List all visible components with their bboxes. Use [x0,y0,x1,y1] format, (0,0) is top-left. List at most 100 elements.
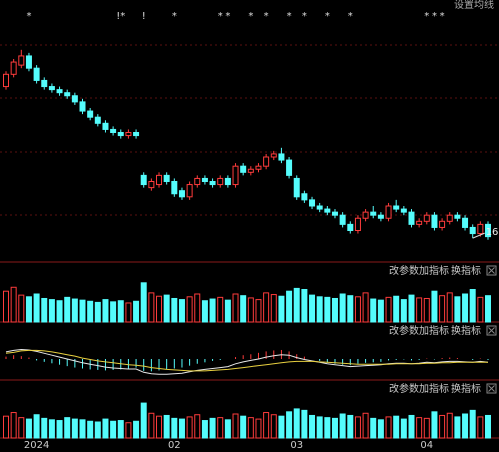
volume-bar [339,293,346,323]
candle-body [140,174,147,186]
close-button[interactable] [486,383,497,394]
volume-bar [362,412,369,439]
volume-bar [224,299,231,323]
volume-bar [201,300,208,323]
x-tick-label: 03 [290,440,303,451]
event-flag: * [302,11,307,22]
candle-body [201,177,208,182]
volume-bar [33,293,40,323]
event-flag: * [248,11,253,22]
volume-bar [3,415,9,439]
volume-bar [423,297,430,323]
event-flag: * [225,11,230,22]
panel-button[interactable]: 换指标 [451,264,481,277]
volume-bar [293,408,300,439]
candle-body [171,181,178,195]
volume-bar [309,414,316,439]
volume-bar [416,297,423,323]
candle-body [270,153,277,158]
candle-body [224,177,231,186]
panel-button[interactable]: 加指标 [419,324,449,337]
candle-body [94,116,101,124]
volume-bar [25,418,32,439]
volume-bar [362,292,369,323]
volume-bar [416,417,423,439]
candle-body [125,132,132,137]
volume-bar [485,295,491,323]
volume-bar [393,415,400,439]
volume-bar [148,412,155,439]
candle-body [240,165,247,173]
volume-bar [48,419,55,439]
close-icon[interactable] [488,385,495,392]
close-icon[interactable] [488,327,495,334]
volume-bar [439,295,446,323]
panel-button[interactable]: 改参数 [389,382,419,395]
panel-button[interactable]: 换指标 [451,324,481,337]
close-button[interactable] [486,325,497,336]
volume-bar [255,418,262,439]
volume-bar [110,301,117,323]
panel-button[interactable]: 加指标 [419,382,449,395]
volume-bar [469,409,476,439]
candle-body [408,211,415,225]
candle-body [56,89,63,94]
volume-bar [240,415,247,439]
volume-bar [117,420,124,439]
volume-bar [462,413,469,439]
volume-bar [94,301,101,323]
panel-button[interactable]: 换指标 [451,382,481,395]
volume-bar [171,297,178,323]
close-icon[interactable] [488,267,495,274]
volume-bar [309,294,316,323]
candle-body [454,214,461,219]
event-flag: * [172,11,177,22]
candle-body [156,174,163,186]
candle-body [209,181,216,186]
settings-link[interactable]: 设置均线 [454,0,494,11]
low-pointer [472,232,485,239]
candle-body [178,190,185,198]
volume-bar [125,302,132,323]
x-tick-label: 04 [420,440,433,451]
panel-button[interactable]: 加指标 [419,264,449,277]
volume-bar [439,414,446,439]
volume-bar [194,414,201,439]
candle-body [79,101,86,112]
volume-bar [48,299,55,323]
volume-bar [64,417,71,439]
x-tick-label: 2024 [24,440,49,451]
volume-bar [79,419,86,439]
candle-body [217,177,224,186]
volume-bar [217,417,224,439]
event-flag: ! [142,11,146,22]
candle-body [393,205,400,210]
candle-body [377,214,384,219]
volume-bar [232,413,239,439]
volume-bar [140,282,147,323]
close-button[interactable] [486,265,497,276]
volume-bar [171,417,178,439]
volume-bar [148,292,155,323]
candle-body [339,214,346,225]
volume-bar [25,296,32,323]
volume-bar [286,290,293,323]
event-flag: * [440,11,445,22]
candle-body [18,55,25,66]
volume-bar [178,299,185,323]
candle-body [416,220,423,225]
volume-bar [385,296,392,323]
volume-bar [201,420,208,439]
volume-bar [186,296,193,323]
volume-bar [125,422,132,439]
volume-bar [110,420,117,439]
candle-body [87,110,94,118]
candle-body [33,67,40,81]
volume-bar [347,295,354,323]
volume-bar [255,299,262,323]
volume-bar [301,409,308,439]
panel-button[interactable]: 改参数 [389,324,419,337]
volume-bar [293,287,300,323]
panel-button[interactable]: 改参数 [389,264,419,277]
volume-bar [71,298,78,323]
